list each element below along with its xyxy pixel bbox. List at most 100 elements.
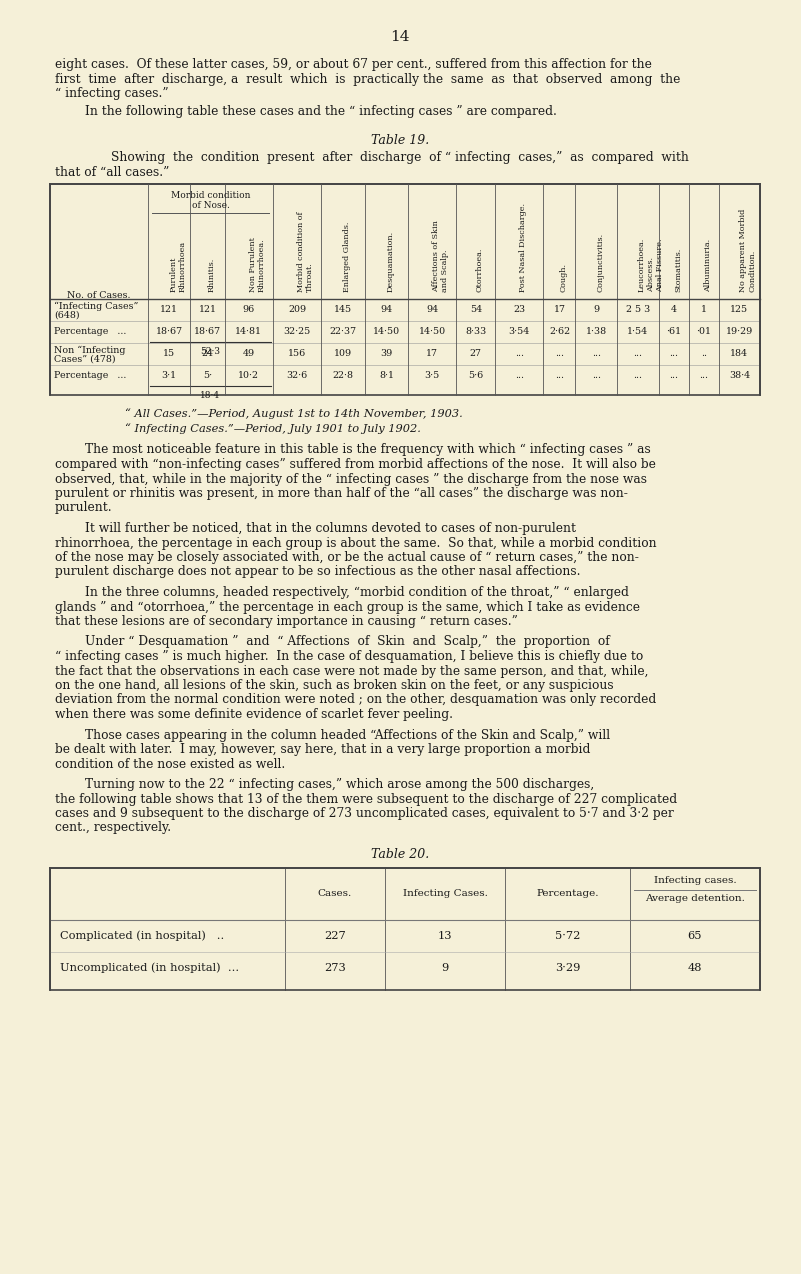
Text: 17: 17 [426, 349, 438, 358]
Text: ...: ... [515, 371, 524, 380]
Text: 22·8: 22·8 [332, 371, 353, 380]
Text: cases and 9 subsequent to the discharge of 273 uncomplicated cases, equivalent t: cases and 9 subsequent to the discharge … [55, 806, 674, 820]
Text: 14: 14 [390, 31, 410, 45]
Text: 5·6: 5·6 [468, 371, 483, 380]
Text: Percentage.: Percentage. [536, 889, 599, 898]
Text: glands ” and “otorrhoea,” the percentage in each group is the same, which I take: glands ” and “otorrhoea,” the percentage… [55, 600, 640, 614]
Text: purulent.: purulent. [55, 502, 113, 515]
Text: 10·2: 10·2 [239, 371, 260, 380]
Text: ...: ... [670, 349, 678, 358]
Text: Those cases appearing in the column headed “Affections of the Skin and Scalp,” w: Those cases appearing in the column head… [85, 729, 610, 741]
Text: “ All Cases.”—Period, August 1st to 14th November, 1903.: “ All Cases.”—Period, August 1st to 14th… [125, 409, 463, 419]
Text: Non “Infecting: Non “Infecting [54, 345, 126, 355]
Text: 13: 13 [438, 931, 453, 941]
Text: 38·4: 38·4 [729, 371, 750, 380]
Text: Turning now to the 22 “ infecting cases,” which arose among the 500 discharges,: Turning now to the 22 “ infecting cases,… [85, 778, 594, 791]
Text: 14·81: 14·81 [235, 327, 263, 336]
Bar [50, 183, 760, 395]
Text: ...: ... [592, 349, 601, 358]
Text: of Nose.: of Nose. [191, 201, 229, 210]
Text: 8·1: 8·1 [379, 371, 394, 380]
Text: observed, that, while in the majority of the “ infecting cases ” the discharge f: observed, that, while in the majority of… [55, 473, 647, 485]
Text: ...: ... [699, 371, 708, 380]
Text: No apparent Morbid
Condition.: No apparent Morbid Condition. [739, 209, 757, 293]
Text: 145: 145 [334, 304, 352, 313]
Text: 121: 121 [160, 304, 178, 313]
Text: 39: 39 [380, 349, 392, 358]
Text: Otorrhoea.: Otorrhoea. [476, 248, 484, 293]
Text: 17: 17 [553, 304, 566, 313]
Text: 2 5 3: 2 5 3 [626, 304, 650, 313]
Text: Post Nasal Discharge.: Post Nasal Discharge. [519, 204, 527, 293]
Text: ...: ... [634, 371, 642, 380]
Text: 1·54: 1·54 [627, 327, 649, 336]
Text: 273: 273 [324, 963, 346, 973]
Text: eight cases.  Of these latter cases, 59, or about 67 per cent., suffered from th: eight cases. Of these latter cases, 59, … [55, 59, 652, 71]
Text: Complicated (in hospital)   ..: Complicated (in hospital) .. [60, 931, 224, 941]
Text: cent., respectively.: cent., respectively. [55, 822, 171, 834]
Text: deviation from the normal condition were noted ; on the other, desquamation was : deviation from the normal condition were… [55, 693, 656, 707]
Text: In the three columns, headed respectively, “morbid condition of the throat,” “ e: In the three columns, headed respectivel… [85, 586, 629, 599]
Text: 23: 23 [513, 304, 525, 313]
Text: Morbid condition: Morbid condition [171, 191, 250, 200]
Text: Non Purulent
Rhinorrhoea.: Non Purulent Rhinorrhoea. [249, 238, 266, 293]
Text: 14·50: 14·50 [419, 327, 446, 336]
Text: No. of Cases.: No. of Cases. [67, 290, 131, 299]
Text: ...: ... [670, 371, 678, 380]
Text: Uncomplicated (in hospital)  ...: Uncomplicated (in hospital) ... [60, 963, 239, 973]
Text: Albuminuria.: Albuminuria. [704, 240, 712, 293]
Text: 3·29: 3·29 [555, 963, 580, 973]
Text: Infecting Cases.: Infecting Cases. [403, 889, 488, 898]
Text: 49: 49 [243, 349, 255, 358]
Text: 27: 27 [469, 349, 481, 358]
Text: In the following table these cases and the “ infecting cases ” are compared.: In the following table these cases and t… [85, 106, 557, 118]
Text: 18·4: 18·4 [200, 391, 220, 400]
Text: condition of the nose existed as well.: condition of the nose existed as well. [55, 758, 285, 771]
Text: 3·54: 3·54 [509, 327, 530, 336]
Text: Table 20.: Table 20. [371, 848, 429, 861]
Text: “ infecting cases.”: “ infecting cases.” [55, 87, 169, 99]
Text: Rhinitis.: Rhinitis. [207, 259, 215, 293]
Text: 96: 96 [243, 304, 255, 313]
Text: 121: 121 [199, 304, 216, 313]
Text: It will further be noticed, that in the columns devoted to cases of non-purulent: It will further be noticed, that in the … [85, 522, 576, 535]
Text: that of “all cases.”: that of “all cases.” [55, 166, 169, 178]
Text: 48: 48 [688, 963, 702, 973]
Text: 14·50: 14·50 [372, 327, 400, 336]
Text: 4: 4 [671, 304, 677, 313]
Text: 9: 9 [593, 304, 599, 313]
Text: 125: 125 [731, 304, 748, 313]
Text: 156: 156 [288, 349, 306, 358]
Text: 19·29: 19·29 [726, 327, 753, 336]
Text: 2·62: 2·62 [549, 327, 570, 336]
Text: rhinorrhoea, the percentage in each group is about the same.  So that, while a m: rhinorrhoea, the percentage in each grou… [55, 536, 657, 549]
Text: of the nose may be closely associated with, or be the actual cause of “ return c: of the nose may be closely associated wi… [55, 550, 639, 564]
Text: 65: 65 [688, 931, 702, 941]
Text: Purulent
Rhinorrhoea: Purulent Rhinorrhoea [169, 241, 187, 293]
Text: 18·67: 18·67 [155, 327, 183, 336]
Text: 94: 94 [380, 304, 392, 313]
Text: the following table shows that 13 of the them were subsequent to the discharge o: the following table shows that 13 of the… [55, 792, 677, 805]
Text: 3·1: 3·1 [162, 371, 177, 380]
Text: 52·3: 52·3 [200, 347, 220, 355]
Text: ...: ... [592, 371, 601, 380]
Bar [50, 868, 760, 990]
Text: 1·38: 1·38 [586, 327, 606, 336]
Text: 109: 109 [334, 349, 352, 358]
Text: Conjunctivitis.: Conjunctivitis. [596, 233, 604, 293]
Text: 3·5: 3·5 [425, 371, 440, 380]
Text: first  time  after  discharge, a  result  which  is  practically the  same  as  : first time after discharge, a result whi… [55, 73, 680, 85]
Text: 5·: 5· [203, 371, 212, 380]
Text: Infecting cases.: Infecting cases. [654, 877, 736, 885]
Text: Cases” (478): Cases” (478) [54, 354, 115, 363]
Text: 1: 1 [701, 304, 706, 313]
Text: 24: 24 [202, 349, 214, 358]
Text: 5·72: 5·72 [555, 931, 580, 941]
Text: The most noticeable feature in this table is the frequency with which “ infectin: The most noticeable feature in this tabl… [85, 443, 650, 456]
Text: Under “ Desquamation ”  and  “ Affections  of  Skin  and  Scalp,”  the  proporti: Under “ Desquamation ” and “ Affections … [85, 636, 610, 648]
Text: be dealt with later.  I may, however, say here, that in a very large proportion : be dealt with later. I may, however, say… [55, 743, 590, 755]
Text: Showing  the  condition  present  after  discharge  of “ infecting  cases,”  as : Showing the condition present after disc… [111, 152, 689, 164]
Text: purulent or rhinitis was present, in more than half of the “all cases” the disch: purulent or rhinitis was present, in mor… [55, 487, 628, 499]
Text: Percentage   ...: Percentage ... [54, 327, 127, 336]
Text: “ infecting cases ” is much higher.  In the case of desquamation, I believe this: “ infecting cases ” is much higher. In t… [55, 650, 643, 662]
